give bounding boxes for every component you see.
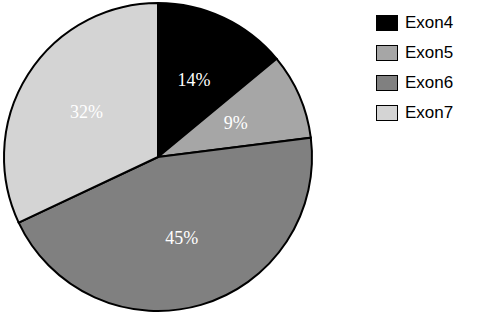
svg-text:32%: 32% [70, 102, 103, 122]
svg-text:45%: 45% [165, 228, 198, 248]
html-text:Exon5: Exon5 [405, 43, 454, 62]
html-text:Exon6: Exon6 [405, 73, 454, 92]
html-text:Exon4: Exon4 [405, 13, 454, 32]
html-text:Exon7: Exon7 [405, 103, 454, 122]
svg-text:14%: 14% [178, 70, 211, 90]
svg-text:9%: 9% [224, 113, 248, 133]
